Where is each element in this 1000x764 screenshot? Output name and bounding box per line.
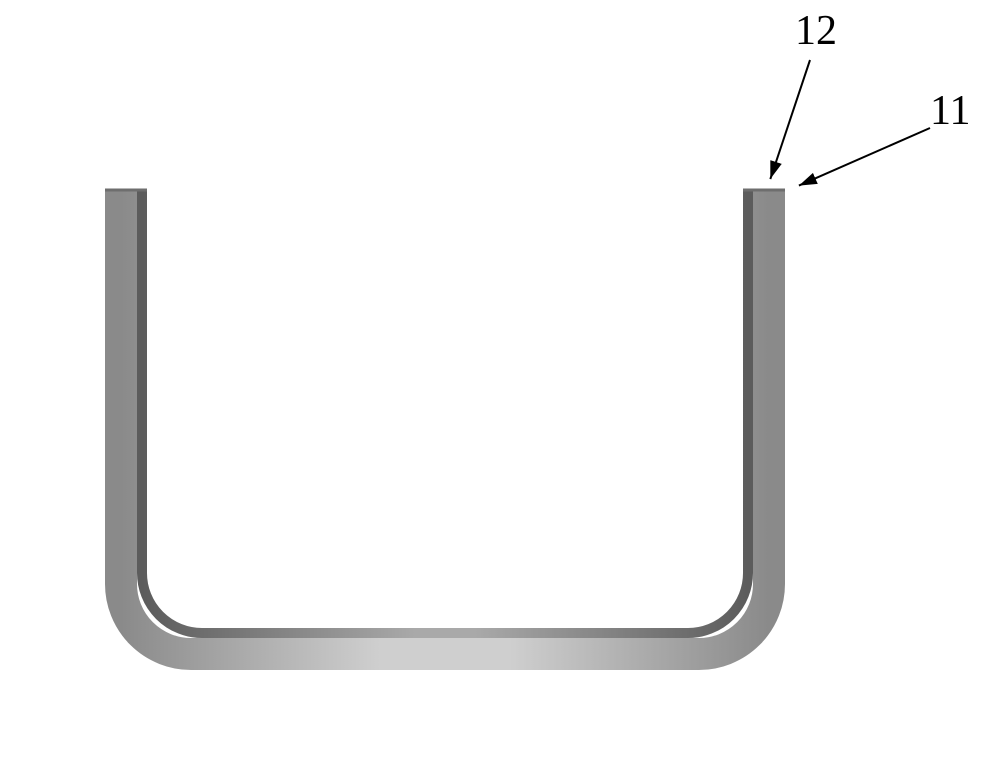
callout-label-11: 11 (930, 90, 970, 132)
diagram-stage: 12 11 (0, 0, 1000, 764)
u-shape-inner-lining (142, 190, 748, 633)
callout-label-12: 12 (795, 10, 837, 52)
u-shape-top-cap-right (743, 189, 785, 192)
diagram-svg (0, 0, 1000, 764)
u-shape-outer-wall (121, 190, 769, 654)
callout-arrow-12 (770, 60, 810, 179)
callout-arrows (770, 60, 930, 186)
u-shape-top-cap-left (105, 189, 147, 192)
callout-arrow-11 (799, 128, 930, 186)
